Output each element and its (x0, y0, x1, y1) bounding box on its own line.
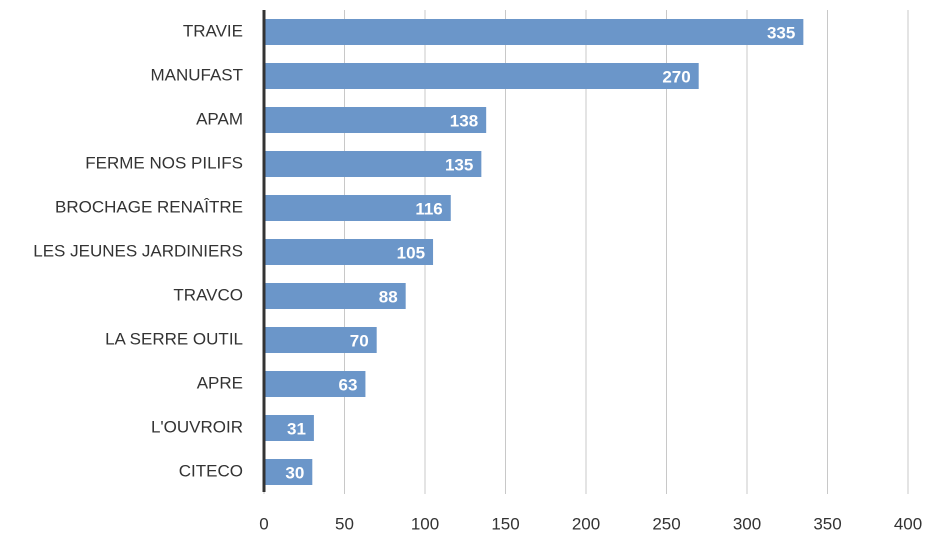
x-tick-label: 0 (259, 514, 268, 533)
value-label: 30 (285, 463, 304, 482)
x-tick-label: 200 (572, 514, 600, 533)
value-label: 138 (450, 111, 478, 130)
bar (264, 459, 313, 485)
value-label: 270 (662, 67, 690, 86)
bar (264, 19, 804, 45)
bar (264, 239, 434, 265)
y-tick-label: CITECO (179, 461, 243, 480)
value-label: 116 (415, 199, 442, 218)
x-tick-label: 100 (411, 514, 439, 533)
value-label: 88 (379, 287, 398, 306)
y-tick-label: FERME NOS PILIFS (85, 153, 243, 172)
bar (264, 151, 482, 177)
value-label: 135 (445, 155, 473, 174)
x-tick-label: 150 (491, 514, 519, 533)
bar (264, 415, 314, 441)
bar (264, 107, 487, 133)
value-label: 63 (339, 375, 358, 394)
value-label: 335 (767, 23, 795, 42)
x-tick-label: 50 (335, 514, 354, 533)
x-tick-label: 250 (652, 514, 680, 533)
y-tick-label: LA SERRE OUTIL (105, 329, 243, 348)
bar (264, 63, 699, 89)
value-label: 70 (350, 331, 369, 350)
x-tick-label: 350 (813, 514, 841, 533)
y-tick-label: APRE (197, 373, 243, 392)
y-tick-label: BROCHAGE RENAÎTRE (55, 197, 243, 216)
y-tick-label: MANUFAST (150, 65, 243, 84)
value-label: 31 (287, 419, 306, 438)
x-tick-label: 400 (894, 514, 922, 533)
x-tick-label: 300 (733, 514, 761, 533)
value-label: 105 (397, 243, 425, 262)
bar (264, 195, 451, 221)
y-tick-label: LES JEUNES JARDINIERS (33, 241, 243, 260)
bar (264, 283, 406, 309)
bar (264, 371, 366, 397)
bar (264, 327, 377, 353)
y-tick-label: TRAVCO (173, 285, 243, 304)
y-tick-label: L'OUVROIR (151, 417, 243, 436)
y-tick-label: TRAVIE (183, 21, 243, 40)
y-tick-label: APAM (196, 109, 243, 128)
